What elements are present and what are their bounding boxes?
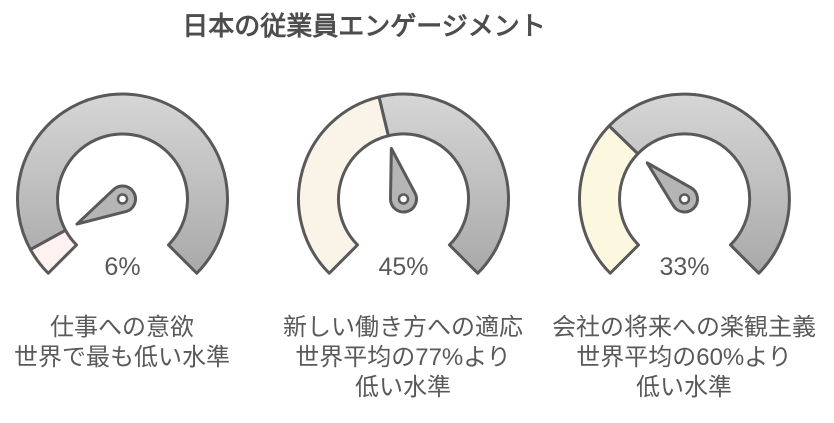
gauge-caption: 仕事への意欲世界で最も低い水準 bbox=[0, 313, 272, 373]
gauge-caption-line: 会社の将来への楽観主義 bbox=[552, 314, 816, 341]
gauge-panel: 45% 新しい働き方への適応 世界平均の77%より 低い水準 bbox=[253, 87, 553, 403]
gauge-caption: 会社の将来への楽観主義 世界平均の60%より 低い水準 bbox=[534, 313, 834, 403]
gauge-needle bbox=[645, 161, 699, 214]
gauge-value-label: 45% bbox=[378, 253, 428, 281]
gauge-caption-line: 低い水準 bbox=[355, 374, 451, 401]
gauge-panel: 33% 会社の将来への楽観主義 世界平均の60%より 低い水準 bbox=[534, 87, 834, 403]
gauge-caption-line: 低い水準 bbox=[636, 374, 732, 401]
gauge-caption-line: 世界平均の60%より bbox=[576, 344, 792, 371]
gauge-caption-line: 新しい働き方への適応 bbox=[283, 314, 523, 341]
gauge-chart: 33% bbox=[577, 92, 791, 281]
gauge-needle bbox=[388, 146, 418, 214]
gauge-value-label: 33% bbox=[659, 253, 709, 281]
gauge-value-label: 6% bbox=[104, 253, 140, 281]
gauge-needle bbox=[74, 184, 137, 226]
gauge-arc-track bbox=[376, 92, 510, 275]
gauge-arc-fill bbox=[28, 228, 78, 275]
gauge-chart: 45% bbox=[296, 92, 510, 281]
gauge-arc-fill bbox=[296, 95, 390, 275]
needle-hub-icon bbox=[116, 193, 128, 205]
gauge-caption-line: 仕事への意欲 bbox=[50, 314, 194, 341]
page-title: 日本の従業員エンゲージメント bbox=[182, 11, 546, 41]
needle-hub-icon bbox=[397, 193, 409, 205]
gauge-caption: 新しい働き方への適応 世界平均の77%より 低い水準 bbox=[253, 313, 553, 403]
gauge-arc-track bbox=[607, 92, 791, 275]
gauge-arc-track bbox=[15, 92, 229, 275]
gauge-panel: 6% 仕事への意欲世界で最も低い水準 bbox=[0, 87, 272, 373]
gauge-caption-line: 世界で最も低い水準 bbox=[14, 344, 230, 371]
gauge-chart: 6% bbox=[15, 92, 229, 281]
gauge-arc-fill bbox=[577, 124, 640, 275]
needle-hub-icon bbox=[678, 193, 690, 205]
gauge-caption-line: 世界平均の77%より bbox=[295, 344, 511, 371]
